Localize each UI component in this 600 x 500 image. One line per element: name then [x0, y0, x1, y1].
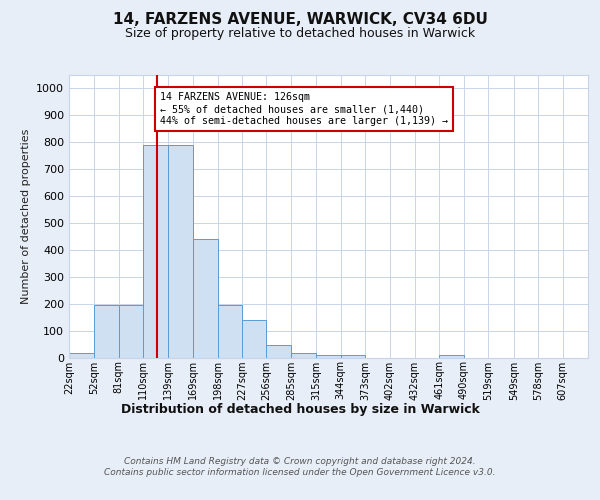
Bar	[94, 305, 119, 358]
Bar	[168, 145, 193, 358]
Text: Contains HM Land Registry data © Crown copyright and database right 2024.
Contai: Contains HM Land Registry data © Crown c…	[104, 458, 496, 477]
Text: Distribution of detached houses by size in Warwick: Distribution of detached houses by size …	[121, 402, 479, 415]
Bar	[439, 356, 464, 358]
Bar	[316, 355, 341, 358]
Bar	[193, 239, 218, 358]
Bar	[218, 305, 242, 358]
Bar	[341, 355, 365, 358]
Bar	[291, 354, 316, 358]
Text: 14 FARZENS AVENUE: 126sqm
← 55% of detached houses are smaller (1,440)
44% of se: 14 FARZENS AVENUE: 126sqm ← 55% of detac…	[160, 92, 448, 126]
Bar	[69, 352, 94, 358]
Text: 14, FARZENS AVENUE, WARWICK, CV34 6DU: 14, FARZENS AVENUE, WARWICK, CV34 6DU	[113, 12, 487, 28]
Bar	[143, 145, 168, 358]
Bar	[119, 305, 143, 358]
Bar	[242, 320, 266, 358]
Y-axis label: Number of detached properties: Number of detached properties	[20, 128, 31, 304]
Bar	[266, 344, 291, 358]
Text: Size of property relative to detached houses in Warwick: Size of property relative to detached ho…	[125, 28, 475, 40]
